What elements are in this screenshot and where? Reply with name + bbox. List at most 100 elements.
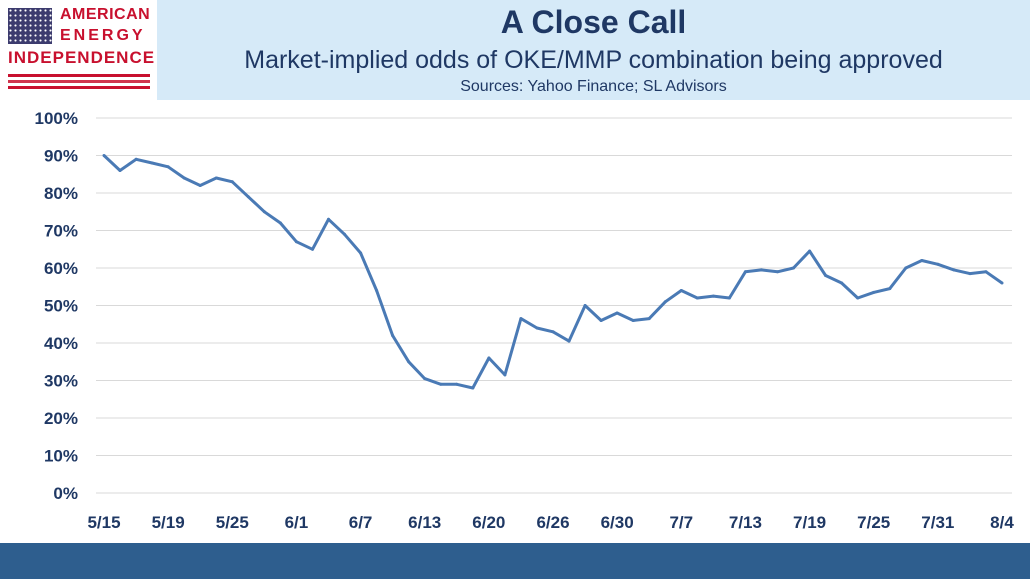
x-tick-label: 5/25	[216, 513, 249, 532]
logo-text-independence: INDEPENDENCE	[8, 48, 156, 67]
data-point	[166, 165, 170, 169]
x-tick-label: 7/19	[793, 513, 826, 532]
data-point	[727, 296, 731, 300]
data-point	[230, 180, 234, 184]
data-point	[327, 217, 330, 221]
y-tick-label: 80%	[44, 184, 78, 203]
data-point	[311, 247, 314, 251]
data-point	[182, 176, 186, 180]
data-point	[1000, 281, 1004, 285]
data-point	[856, 296, 860, 300]
data-point	[487, 356, 491, 360]
x-axis-tick-labels: 5/15 5/19 5/25 6/1 6/7 6/13 6/20 6/26 6/30 7/7 7/1…	[87, 513, 1014, 532]
data-point	[679, 289, 683, 292]
x-tick-label: 6/1	[285, 513, 309, 532]
us-flag-icon	[8, 8, 52, 44]
data-point	[423, 377, 427, 381]
data-point	[535, 326, 539, 330]
y-tick-label: 0%	[53, 484, 78, 503]
y-tick-label: 60%	[44, 259, 78, 278]
data-point	[118, 169, 122, 172]
y-tick-label: 100%	[35, 109, 78, 128]
x-tick-label: 7/7	[669, 513, 693, 532]
data-point	[760, 268, 763, 272]
data-point	[359, 251, 363, 255]
data-point	[776, 270, 779, 274]
x-tick-label: 7/13	[729, 513, 762, 532]
data-point	[375, 289, 379, 292]
data-point	[102, 154, 106, 157]
data-point	[150, 161, 154, 165]
data-point	[663, 300, 667, 304]
data-point	[920, 259, 924, 262]
data-point	[407, 360, 411, 364]
data-point	[808, 249, 812, 253]
data-point	[711, 294, 715, 298]
x-tick-label: 5/19	[152, 513, 185, 532]
data-point	[631, 319, 635, 322]
data-point	[984, 270, 988, 274]
data-point	[551, 330, 555, 334]
x-tick-label: 7/25	[857, 513, 890, 532]
header-banner	[157, 0, 1030, 100]
data-point	[198, 184, 202, 187]
x-tick-label: 6/7	[349, 513, 373, 532]
gridlines	[96, 117, 1012, 494]
footer-bar	[0, 543, 1030, 579]
data-point	[471, 386, 475, 390]
data-point	[952, 268, 956, 272]
x-tick-label: 6/26	[536, 513, 569, 532]
data-point	[455, 382, 459, 386]
data-point	[343, 232, 346, 236]
data-point	[824, 274, 828, 277]
logo-stripes	[8, 74, 150, 94]
data-point	[214, 176, 218, 180]
data-point	[792, 266, 795, 270]
data-point	[695, 296, 699, 300]
x-tick-label: 8/4	[990, 513, 1014, 532]
data-point	[904, 266, 908, 270]
x-tick-label: 5/15	[87, 513, 120, 532]
y-tick-label: 20%	[44, 409, 78, 428]
y-axis-tick-labels: 0% 10% 20% 30% 40% 50% 60% 70% 80% 90% 100%	[35, 109, 78, 503]
logo-text-energy: ENERGY	[60, 27, 146, 44]
data-point	[968, 272, 972, 276]
y-tick-label: 50%	[44, 297, 78, 316]
y-tick-label: 90%	[44, 147, 78, 166]
line-chart: 0%10%20%30%40%50%60%70%80%90%100% 5/15 5/…	[35, 109, 1015, 532]
data-point	[391, 334, 395, 337]
data-point	[262, 210, 266, 214]
y-tick-label: 70%	[44, 222, 78, 241]
chart-source: Sources: Yahoo Finance; SL Advisors	[460, 78, 727, 95]
data-point	[936, 262, 940, 266]
x-tick-label: 6/13	[408, 513, 441, 532]
data-point	[743, 270, 747, 274]
y-tick-label: 40%	[44, 334, 78, 353]
x-tick-label: 7/31	[921, 513, 954, 532]
data-point	[439, 382, 443, 386]
y-tick-label: 10%	[44, 447, 78, 466]
data-point	[278, 221, 282, 225]
x-tick-label: 6/30	[601, 513, 634, 532]
data-point	[246, 195, 250, 199]
data-point	[615, 311, 619, 315]
data-point	[872, 290, 876, 294]
logo-text-american: AMERICAN	[60, 6, 151, 23]
x-tick-label: 6/20	[472, 513, 505, 532]
series-group	[102, 154, 1004, 390]
data-point	[840, 281, 844, 285]
y-tick-label: 30%	[44, 372, 78, 391]
company-logo: AMERICAN ENERGY INDEPENDENCE	[0, 0, 157, 100]
data-point	[503, 373, 507, 377]
data-point	[294, 240, 298, 244]
data-point	[647, 317, 651, 321]
data-point	[888, 287, 892, 291]
data-point	[519, 317, 523, 321]
data-point	[567, 339, 571, 343]
chart-subtitle: Market-implied odds of OKE/MMP combinati…	[244, 46, 943, 74]
data-point	[134, 157, 138, 161]
data-point	[583, 304, 587, 307]
chart-title: A Close Call	[500, 4, 687, 40]
series-line	[102, 154, 1003, 390]
data-point	[599, 319, 603, 322]
